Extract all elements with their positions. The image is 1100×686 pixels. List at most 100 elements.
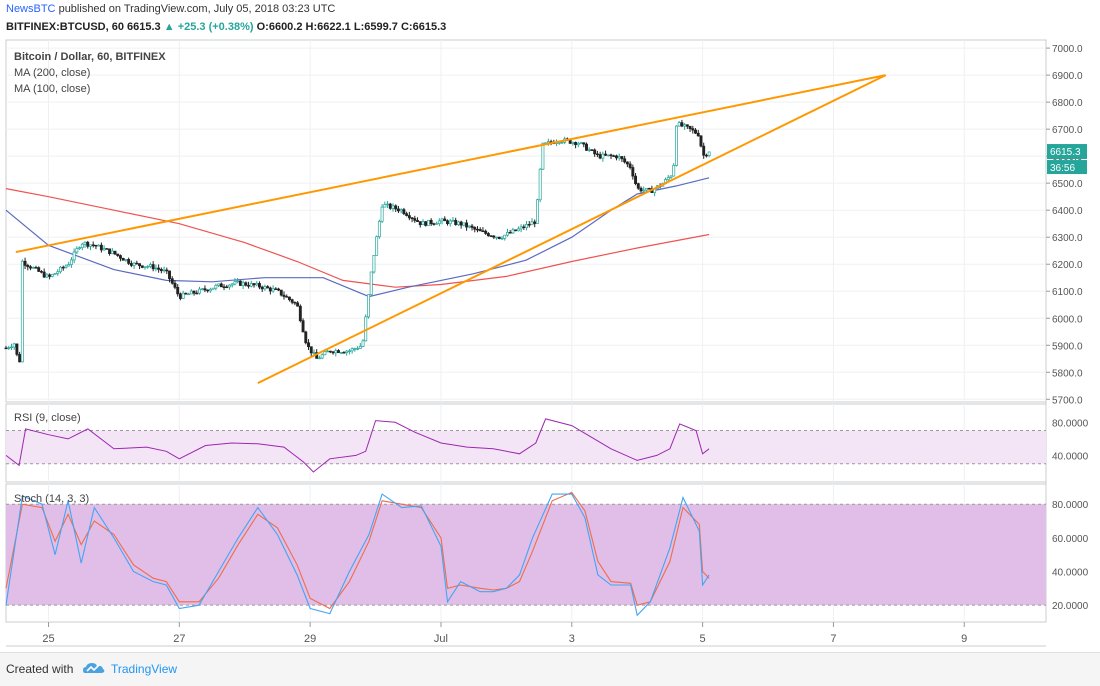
stoch-tick-label: 60.0000 <box>1052 534 1089 545</box>
stoch-d-line <box>5 491 710 610</box>
candle-body <box>462 222 466 226</box>
candle-body <box>282 294 286 297</box>
candle-body <box>601 153 605 159</box>
close-label: C: <box>400 21 413 33</box>
ma200-line <box>5 188 710 288</box>
candle-body <box>685 124 689 127</box>
candle-body <box>465 222 469 228</box>
candle-body <box>80 243 84 248</box>
tradingview-brand[interactable]: TradingView <box>111 662 178 676</box>
candle-body <box>397 208 400 212</box>
candle-body <box>263 286 267 290</box>
candle-body <box>97 244 101 247</box>
trendline[interactable] <box>15 74 886 254</box>
candle-body <box>628 163 632 168</box>
candle-body <box>386 203 390 206</box>
candle-body <box>666 177 670 180</box>
candle-body <box>309 346 313 354</box>
candle-body <box>168 270 171 280</box>
price-axis[interactable]: 7000.06900.06800.06700.06600.06500.06400… <box>1046 44 1089 612</box>
candle-body <box>388 203 392 209</box>
candle-body <box>198 288 201 294</box>
candle-body <box>508 232 512 234</box>
candle-body <box>582 142 586 145</box>
candle-body <box>506 232 509 236</box>
candle-body <box>187 293 191 296</box>
candle-body <box>541 142 545 170</box>
candle-body <box>78 247 82 249</box>
candle-body <box>247 284 251 287</box>
candle-body <box>337 350 340 354</box>
price-tick-label: 6000.0 <box>1052 314 1083 325</box>
candle-body <box>437 220 441 224</box>
candle-body <box>31 267 35 269</box>
candle-body <box>331 351 335 354</box>
candle-body <box>694 129 697 134</box>
time-axis[interactable]: 25 27 29 Jul 3 5 7 9 <box>42 622 967 645</box>
price-tick-label: 5700.0 <box>1052 395 1083 406</box>
candle-body <box>590 149 594 151</box>
candle-body <box>356 348 360 350</box>
candle-body <box>279 289 283 296</box>
footer: Created with TradingView <box>0 652 1100 686</box>
trendline[interactable] <box>257 74 887 384</box>
candle-body <box>571 142 575 144</box>
candle-body <box>707 151 711 156</box>
candle-body <box>12 343 16 348</box>
tradingview-cloud-icon[interactable] <box>82 660 106 676</box>
candle-body <box>424 221 428 226</box>
candle-body <box>645 188 648 191</box>
legend-ma100[interactable]: MA (100, close) <box>14 83 90 95</box>
price-tick-label: 6200.0 <box>1052 260 1083 271</box>
candle-body <box>10 346 13 349</box>
candle-body <box>56 271 60 274</box>
candle-body <box>39 271 43 273</box>
candle-body <box>165 269 169 272</box>
trendlines[interactable] <box>15 74 887 384</box>
candle-body <box>293 301 297 304</box>
candle-body <box>121 257 125 261</box>
price-chart[interactable]: 7000.06900.06800.06700.06600.06500.06400… <box>0 0 1100 652</box>
legend-ma200[interactable]: MA (200, close) <box>14 67 90 79</box>
candle-body <box>514 229 518 232</box>
candle-body <box>609 154 613 157</box>
candle-body <box>29 266 32 269</box>
candle-body <box>704 154 708 157</box>
candle-body <box>301 320 305 333</box>
candle-body <box>328 350 332 353</box>
candle-body <box>380 206 384 222</box>
candle-body <box>258 283 261 288</box>
candle-body <box>129 263 133 266</box>
candle-body <box>86 241 90 247</box>
price-tick-label: 6700.0 <box>1052 125 1083 136</box>
candle-body <box>576 143 580 146</box>
candle-body <box>617 156 621 159</box>
candle-body <box>334 350 338 354</box>
candle-body <box>625 161 629 165</box>
stoch-legend[interactable]: Stoch (14, 3, 3) <box>14 493 89 505</box>
candle-body <box>146 266 150 268</box>
candle-body <box>312 352 316 354</box>
candle-body <box>372 255 376 273</box>
candle-body <box>219 283 223 288</box>
candle-body <box>170 278 174 284</box>
price-tick-label: 6400.0 <box>1052 206 1083 217</box>
candle-body <box>69 259 73 265</box>
candle-body <box>473 227 477 230</box>
created-with-text: Created with <box>6 662 74 676</box>
price-tick-label: 6100.0 <box>1052 287 1083 298</box>
rsi-legend[interactable]: RSI (9, close) <box>14 412 81 424</box>
publisher-name[interactable]: NewsBTC <box>6 3 56 15</box>
candle-body <box>377 220 381 238</box>
candle-body <box>451 220 455 222</box>
candle-body <box>467 225 471 228</box>
candle-body <box>287 296 291 301</box>
candle-body <box>50 274 54 277</box>
candle-body <box>214 285 218 289</box>
candle-body <box>595 153 599 156</box>
time-tick-label: 25 <box>42 633 54 645</box>
candle-body <box>497 236 501 239</box>
candle-body <box>18 354 22 363</box>
low-value: 6599.7 <box>364 21 398 33</box>
candle-body <box>345 350 349 353</box>
